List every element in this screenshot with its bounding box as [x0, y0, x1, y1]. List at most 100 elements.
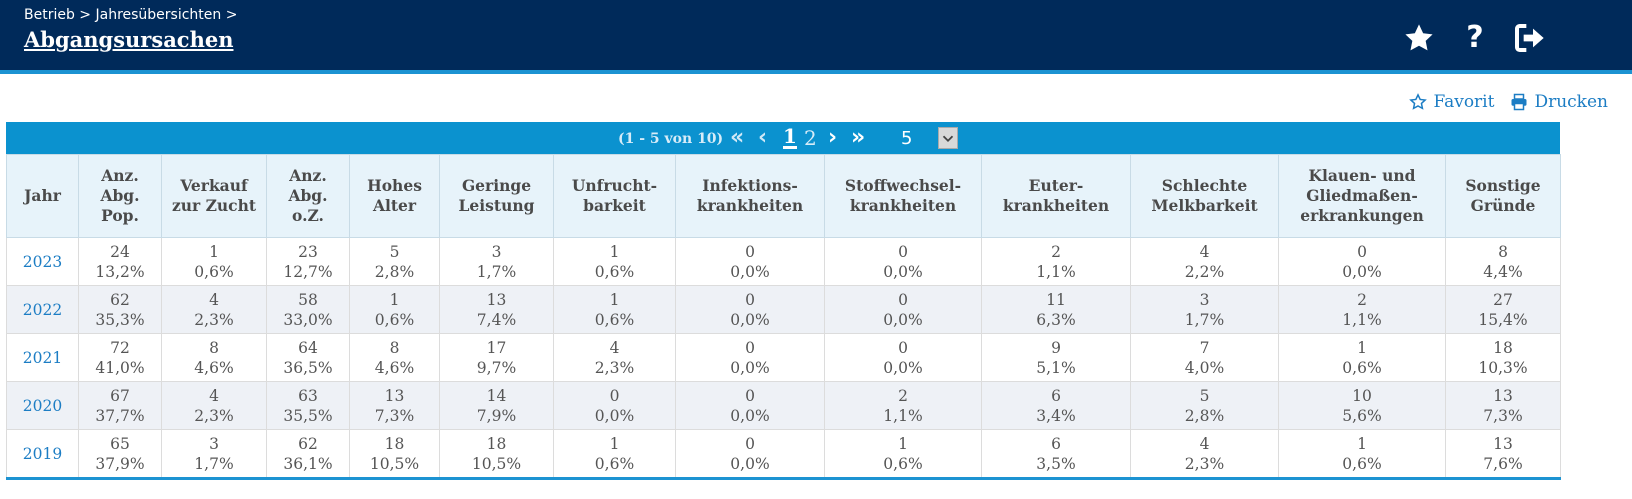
cell-count: 24 — [110, 242, 130, 261]
cell-percent: 0,0% — [883, 358, 923, 377]
cell-count: 4 — [609, 338, 620, 357]
favorite-button[interactable]: Favorit — [1409, 92, 1494, 112]
table-cell: 6 3,4% — [981, 381, 1131, 430]
cell-percent: 5,1% — [1036, 358, 1076, 377]
table-cell: 0 0,0% — [1278, 237, 1446, 286]
table-cell: 1 0,6% — [161, 237, 267, 286]
table-cell: 0 0,0% — [675, 333, 825, 382]
rows-per-page-select[interactable] — [938, 127, 958, 149]
cell-count: 0 — [745, 434, 755, 453]
cell-percent: 36,1% — [283, 454, 333, 473]
column-header: Jahr — [6, 154, 79, 238]
cell-count: 5 — [389, 242, 400, 261]
cell-count: 23 — [298, 242, 318, 261]
cell-count: 18 — [384, 434, 405, 453]
first-page-button[interactable]: « — [730, 125, 745, 150]
cell-count: 18 — [486, 434, 507, 453]
cell-count: 6 — [1051, 434, 1061, 453]
cell-percent: 1,7% — [194, 454, 234, 473]
table-cell: 18 10,5% — [349, 429, 440, 480]
cell-count: 11 — [1046, 290, 1066, 309]
cell-percent: 10,3% — [1478, 358, 1528, 377]
cell-count: 6 — [1051, 386, 1061, 405]
cell-count: 1 — [1357, 434, 1367, 453]
table-cell: 7 4,0% — [1130, 333, 1279, 382]
table-cell: 1 0,6% — [1278, 429, 1446, 480]
cell-percent: 0,0% — [883, 310, 923, 329]
year-link[interactable]: 2023 — [6, 237, 79, 286]
table-cell: 2 1,1% — [824, 381, 982, 430]
cell-count: 63 — [298, 386, 318, 405]
cell-count: 0 — [1357, 242, 1367, 261]
last-page-button[interactable]: » — [851, 125, 866, 150]
table-cell: 72 41,0% — [78, 333, 162, 382]
page-2-button[interactable]: 2 — [804, 126, 817, 150]
table-cell: 24 13,2% — [78, 237, 162, 286]
cell-percent: 13,2% — [95, 262, 145, 281]
cell-count: 1 — [609, 242, 620, 261]
print-button[interactable]: Drucken — [1510, 92, 1608, 112]
cell-percent: 0,6% — [594, 454, 635, 473]
table-cell: 67 37,7% — [78, 381, 162, 430]
printer-icon — [1511, 93, 1527, 111]
table-header-row: Jahr Anz. Abg. Pop. Verkauf zur Zucht Anz. … — [6, 154, 1561, 238]
table-cell: 63 35,5% — [266, 381, 350, 430]
table-cell: 8 4,6% — [161, 333, 267, 382]
cell-percent: 37,7% — [95, 406, 145, 425]
cell-count: 7 — [1199, 338, 1210, 357]
cell-count: 8 — [1498, 242, 1508, 261]
year-link[interactable]: 2020 — [6, 381, 79, 430]
table-cell: 4 2,2% — [1130, 237, 1279, 286]
data-table: Jahr Anz. Abg. Pop. Verkauf zur Zucht Anz. … — [6, 154, 1561, 480]
cell-percent: 35,3% — [95, 310, 145, 329]
year-link[interactable]: 2019 — [6, 429, 79, 480]
prev-page-button[interactable]: ‹ — [758, 125, 768, 150]
cell-percent: 4,0% — [1184, 358, 1225, 377]
cell-count: 64 — [298, 338, 318, 357]
table-cell: 4 2,3% — [161, 381, 267, 430]
rows-per-page-value[interactable]: 5 — [901, 128, 913, 149]
table-cell: 3 1,7% — [1130, 285, 1279, 334]
cell-count: 0 — [745, 338, 755, 357]
table-cell: 58 33,0% — [266, 285, 350, 334]
cell-percent: 1,1% — [883, 406, 923, 425]
cell-count: 13 — [1493, 386, 1513, 405]
column-header: Infektions-krankheiten — [675, 154, 825, 238]
next-page-button[interactable]: › — [828, 125, 838, 150]
table-cell: 13 7,4% — [439, 285, 554, 334]
breadcrumb[interactable]: Betrieb > Jahresübersichten > — [24, 7, 238, 23]
table-row: 2022 62 35,3% 4 2,3% 58 33,0% 1 0,6% 13 7,4% 1 0,6% 0… — [6, 285, 1561, 334]
page-title[interactable]: Abgangsursachen — [24, 27, 234, 52]
table-cell: 23 12,7% — [266, 237, 350, 286]
star-icon[interactable] — [1402, 22, 1436, 54]
cell-count: 2 — [1051, 242, 1061, 261]
page-1-button[interactable]: 1 — [783, 124, 797, 149]
cell-count: 4 — [209, 386, 219, 405]
chevron-down-icon — [942, 135, 954, 142]
cell-count: 1 — [389, 290, 400, 309]
table-row: 2020 67 37,7% 4 2,3% 63 35,5% 13 7,3% 14 7,9% 0 0,0%… — [6, 381, 1561, 430]
cell-percent: 4,6% — [374, 358, 415, 377]
cell-percent: 33,0% — [283, 310, 333, 329]
year-link[interactable]: 2022 — [6, 285, 79, 334]
column-header: Verkauf zur Zucht — [161, 154, 267, 238]
table-cell: 8 4,4% — [1445, 237, 1561, 286]
help-icon[interactable]: ? — [1466, 20, 1484, 55]
cell-percent: 4,6% — [194, 358, 234, 377]
table-cell: 10 5,6% — [1278, 381, 1446, 430]
table-cell: 2 1,1% — [981, 237, 1131, 286]
cell-count: 4 — [209, 290, 219, 309]
table-cell: 0 0,0% — [675, 285, 825, 334]
cell-percent: 0,0% — [730, 406, 770, 425]
cell-percent: 0,0% — [730, 310, 770, 329]
page-count: (1 - 5 von 10) — [618, 131, 724, 147]
table-cell: 0 0,0% — [824, 333, 982, 382]
cell-percent: 0,0% — [730, 454, 770, 473]
cell-percent: 7,4% — [476, 310, 517, 329]
year-link[interactable]: 2021 — [6, 333, 79, 382]
table-cell: 64 36,5% — [266, 333, 350, 382]
table-cell: 62 36,1% — [266, 429, 350, 480]
logout-icon[interactable] — [1512, 22, 1546, 54]
cell-percent: 1,7% — [1184, 310, 1225, 329]
table-cell: 65 37,9% — [78, 429, 162, 480]
